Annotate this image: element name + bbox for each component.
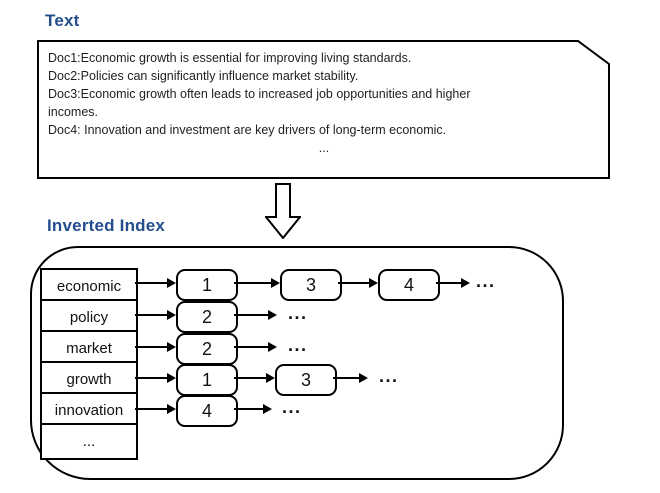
doc-line-5: Doc4: Innovation and investment are key … — [48, 123, 447, 137]
document-shape — [37, 40, 610, 179]
doc-line-2: Doc2:Policies can significantly influenc… — [48, 69, 359, 83]
posting-box-market-2: 2 — [176, 333, 238, 365]
down-arrow-icon — [265, 183, 301, 239]
doc-line-3: Doc3:Economic growth often leads to incr… — [48, 87, 471, 101]
doc-ellipsis: ... — [318, 141, 330, 155]
ellipsis-innovation: ... — [282, 397, 302, 417]
arrow-economic-2 — [234, 278, 280, 288]
arrow-innovation-2 — [234, 404, 272, 414]
arrow-innovation-1 — [135, 404, 176, 414]
ellipsis-economic: ... — [476, 271, 496, 291]
inverted-index-heading: Inverted Index — [47, 216, 166, 235]
posting-box-growth-1: 1 — [176, 364, 238, 396]
arrow-growth-1 — [135, 373, 176, 383]
ellipsis-market: ... — [288, 335, 308, 355]
arrow-economic-4 — [436, 278, 470, 288]
document-text: Doc1:Economic growth is essential for im… — [48, 49, 600, 157]
doc-line-1: Doc1:Economic growth is essential for im… — [48, 51, 412, 65]
arrow-growth-3 — [333, 373, 368, 383]
ellipsis-growth: ... — [379, 366, 399, 386]
doc-line-4: incomes. — [48, 105, 99, 119]
arrow-economic-1 — [135, 278, 176, 288]
term-cell-ellipsis: ... — [40, 423, 138, 460]
posting-box-policy-2: 2 — [176, 301, 238, 333]
term-cell-economic: economic — [40, 268, 138, 305]
posting-box-economic-4: 4 — [378, 269, 440, 301]
text-section-heading: Text — [45, 11, 80, 30]
arrow-market-1 — [135, 342, 176, 352]
arrow-policy-1 — [135, 310, 176, 320]
posting-box-growth-3: 3 — [275, 364, 337, 396]
document-shape-outline — [37, 40, 610, 179]
posting-box-innovation-4: 4 — [176, 395, 238, 427]
ellipsis-policy: ... — [288, 303, 308, 323]
term-cell-policy: policy — [40, 299, 138, 336]
arrow-growth-2 — [234, 373, 275, 383]
arrow-policy-2 — [234, 310, 277, 320]
posting-box-economic-1: 1 — [176, 269, 238, 301]
arrow-market-2 — [234, 342, 277, 352]
posting-box-economic-3: 3 — [280, 269, 342, 301]
down-arrow-shape — [265, 183, 301, 239]
arrow-economic-3 — [338, 278, 378, 288]
